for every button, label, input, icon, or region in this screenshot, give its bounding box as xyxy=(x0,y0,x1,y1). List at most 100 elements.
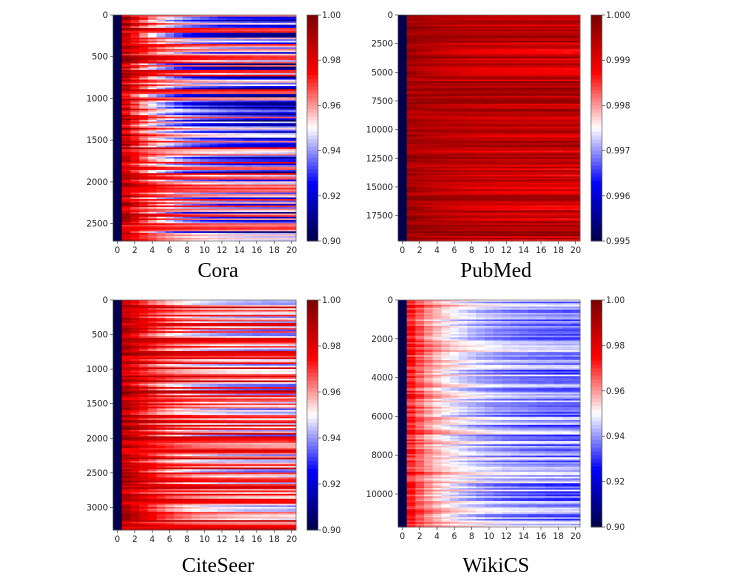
heatmap-cell xyxy=(476,45,486,48)
heatmap-cell xyxy=(243,173,253,176)
heatmap-cell xyxy=(554,21,564,24)
heatmap-cell xyxy=(450,148,460,151)
heatmap-cell xyxy=(226,90,236,93)
heatmap-cell xyxy=(406,153,416,156)
heatmap-cell xyxy=(269,136,279,139)
heatmap-cell xyxy=(182,200,192,203)
heatmap-cell xyxy=(200,166,210,169)
heatmap-cell xyxy=(269,232,279,235)
heatmap-cell xyxy=(476,68,486,71)
heatmap-cell xyxy=(121,86,131,89)
heatmap-cell xyxy=(130,66,140,69)
heatmap-cell xyxy=(571,110,581,113)
heatmap-cell xyxy=(147,119,157,122)
heatmap-cell xyxy=(235,113,245,116)
heatmap-cell xyxy=(571,123,581,126)
heatmap-cell xyxy=(243,203,253,206)
heatmap-cell xyxy=(121,92,131,95)
heatmap-cell xyxy=(562,39,572,42)
heatmap-cell xyxy=(562,115,572,118)
heatmap-cell xyxy=(545,69,555,72)
heatmap-cell xyxy=(208,178,218,181)
heatmap-cell xyxy=(217,97,227,100)
heatmap-cell xyxy=(493,27,503,30)
heatmap-cell xyxy=(208,61,218,64)
heatmap-cell xyxy=(113,118,123,121)
heatmap-cell xyxy=(502,87,512,90)
heatmap-cell xyxy=(261,182,271,185)
heatmap-cell xyxy=(528,137,538,140)
heatmap-cell xyxy=(200,211,210,214)
heatmap-cell xyxy=(261,169,271,172)
heatmap-cell xyxy=(226,174,236,177)
heatmap-cell xyxy=(226,48,236,51)
heatmap-cell xyxy=(278,15,288,18)
heatmap-cell xyxy=(235,42,245,45)
heatmap-cell xyxy=(484,34,494,37)
heatmap-cell xyxy=(571,19,581,22)
heatmap-cell xyxy=(200,200,210,203)
heatmap-cell xyxy=(235,26,245,29)
heatmap-cell xyxy=(200,228,210,231)
heatmap-cell xyxy=(130,147,140,150)
heatmap-cell xyxy=(432,50,442,53)
heatmap-cell xyxy=(139,90,149,93)
heatmap-cell xyxy=(441,45,451,48)
heatmap-cell xyxy=(226,176,236,179)
heatmap-cell xyxy=(200,53,210,56)
heatmap-cell xyxy=(182,45,192,48)
heatmap-cell xyxy=(208,29,218,32)
heatmap-cell xyxy=(174,73,184,76)
heatmap-cell xyxy=(278,202,288,205)
heatmap-cell xyxy=(493,126,503,129)
heatmap-cell xyxy=(208,86,218,89)
heatmap-cell xyxy=(484,77,494,80)
heatmap-cell xyxy=(156,92,166,95)
x-tick-label: 6 xyxy=(167,246,172,256)
heatmap-cell xyxy=(252,189,262,192)
heatmap-cell xyxy=(545,140,555,143)
heatmap-cell xyxy=(243,89,253,92)
heatmap-cell xyxy=(147,178,157,181)
heatmap-cell xyxy=(450,44,460,47)
heatmap-cell xyxy=(545,23,555,26)
heatmap-cell xyxy=(458,92,468,95)
heatmap-cell xyxy=(502,126,512,129)
heatmap-cell xyxy=(200,18,210,21)
heatmap-cell xyxy=(562,144,572,147)
heatmap-cell xyxy=(182,77,192,80)
heatmap-cell xyxy=(130,102,140,105)
heatmap-cell xyxy=(226,157,236,160)
heatmap-cell xyxy=(269,15,279,18)
heatmap-cell xyxy=(200,181,210,184)
heatmap-cell xyxy=(191,158,201,161)
heatmap-cell xyxy=(432,160,442,163)
heatmap-cell xyxy=(235,194,245,197)
heatmap-cell xyxy=(200,182,210,185)
heatmap-cell xyxy=(536,77,546,80)
heatmap-cell xyxy=(510,34,520,37)
heatmap-cell xyxy=(130,157,140,160)
heatmap-cell xyxy=(208,31,218,34)
heatmap-cell xyxy=(147,50,157,53)
heatmap-cell xyxy=(174,82,184,85)
heatmap-cell xyxy=(269,173,279,176)
heatmap-cell xyxy=(156,237,166,240)
heatmap-cell xyxy=(287,74,297,77)
heatmap-cell xyxy=(467,150,477,153)
heatmap-cell xyxy=(217,186,227,189)
heatmap-cell xyxy=(278,168,288,171)
heatmap-cell xyxy=(139,152,149,155)
heatmap-cell xyxy=(415,19,425,22)
heatmap-cell xyxy=(269,23,279,26)
heatmap-cell xyxy=(200,190,210,193)
heatmap-cell xyxy=(528,24,538,27)
x-tick-label: 14 xyxy=(234,246,245,256)
heatmap-cell xyxy=(130,76,140,79)
heatmap-cell xyxy=(208,142,218,145)
heatmap-cell xyxy=(424,23,434,26)
heatmap-cell xyxy=(287,145,297,148)
heatmap-cell xyxy=(467,110,477,113)
heatmap-cell xyxy=(519,160,529,163)
heatmap-cell xyxy=(261,208,271,211)
